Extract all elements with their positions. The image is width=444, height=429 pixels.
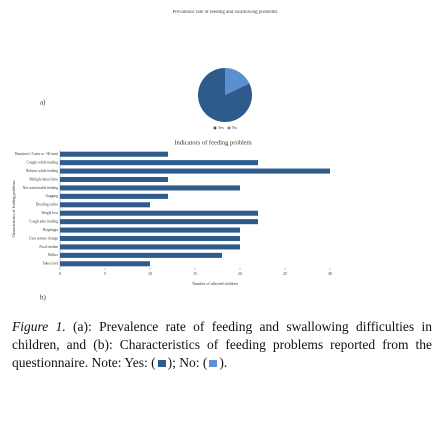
legend-marker	[227, 126, 231, 130]
legend-label: No	[232, 125, 237, 130]
bar	[60, 168, 330, 174]
y-tick-label: Takes food	[42, 262, 58, 266]
x-tick-label: 30	[328, 271, 332, 276]
bar	[60, 202, 150, 208]
legend-marker	[213, 126, 217, 130]
y-tick-label: Reflux	[48, 253, 58, 257]
bar	[60, 176, 168, 183]
x-tick-label: 20	[238, 271, 242, 276]
caption-yes: Yes:	[124, 355, 148, 370]
pie-slice	[225, 68, 250, 95]
y-tick-label: Cough after feeding	[29, 219, 58, 223]
panel-label: a)	[40, 99, 46, 107]
x-axis-label: Number of affected children	[192, 281, 237, 286]
chart-area: a) Prevalence rate of feeding and swallow…	[11, 10, 332, 302]
y-tick-label: Not comfortable feeding	[23, 186, 59, 190]
panel-label: b)	[40, 294, 47, 302]
y-tick-label: Refuses while feeding	[26, 169, 58, 173]
y-tick-label: Drooling saliva	[36, 203, 59, 207]
bar	[60, 193, 168, 199]
y-tick-label: Gagging	[46, 194, 59, 198]
y-axis-label: Characteristics of feeding problems	[11, 180, 16, 237]
chart-title: Indicators of feeding problem	[174, 139, 251, 146]
bar	[60, 219, 258, 225]
bar	[60, 261, 150, 267]
x-tick-label: 25	[283, 271, 287, 276]
legend-swatch	[209, 360, 218, 368]
bar	[60, 252, 222, 258]
bar	[60, 210, 258, 216]
bar	[60, 235, 240, 242]
title-box: Prevalence rate of feeding and swallowin…	[172, 10, 278, 15]
pie-slice	[197, 68, 252, 122]
chart-title: Prevalence rate of feeding and swallowin…	[172, 10, 278, 15]
legend-swatch	[157, 360, 166, 368]
bar	[60, 227, 240, 233]
y-tick-label: Duration (>5 min or >30 min)	[15, 152, 59, 156]
y-tick-label: Dysphagia	[43, 228, 59, 232]
caption-text: (a): Prevalence rate of feeding and swal…	[12, 319, 433, 370]
y-tick-label: Food residue	[39, 245, 58, 249]
bar	[60, 185, 240, 191]
y-tick-label: Coughs while feeding	[26, 160, 58, 164]
caption-no: No:	[179, 355, 200, 370]
y-tick-label: Uses texture change	[29, 236, 58, 240]
caption: Figure 1. (a): Prevalence rate of feedin…	[12, 319, 433, 370]
x-tick-label: 10	[148, 271, 152, 276]
figure-label: Figure 1.	[12, 319, 66, 334]
bar	[60, 151, 168, 157]
y-tick-label: Multiple bites/chew	[29, 177, 58, 181]
x-tick-label: 5	[104, 271, 106, 276]
x-tick-label: 15	[193, 271, 197, 276]
bar	[60, 160, 258, 166]
legend-label: Yes	[218, 125, 224, 130]
x-tick-label: 0	[59, 271, 61, 276]
y-tick-label: Weight loss	[41, 211, 58, 215]
bar	[60, 244, 240, 250]
